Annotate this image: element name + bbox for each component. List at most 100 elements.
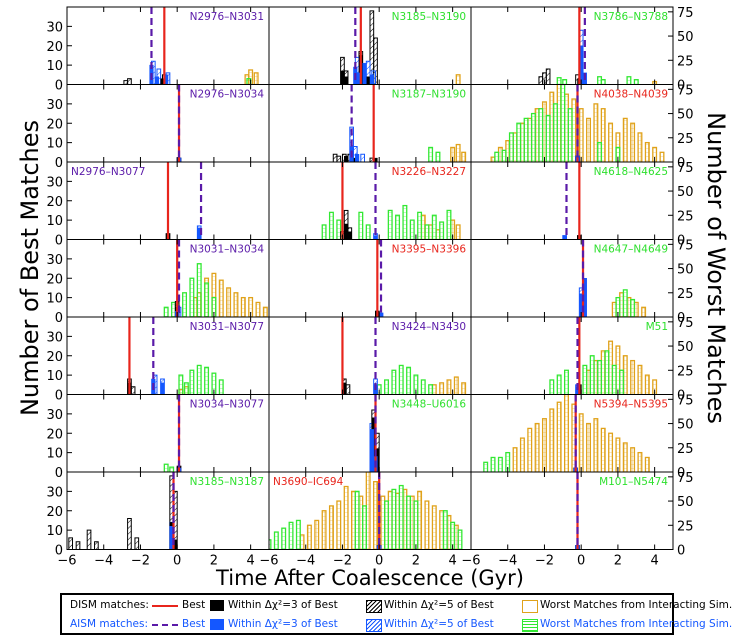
x-tick-label: 0 xyxy=(173,554,181,569)
y-tick-label-right: 25 xyxy=(677,54,694,69)
y-tick-label-left: 0 xyxy=(55,311,63,326)
dism-within3-bar xyxy=(366,76,371,85)
worst-dism-bar xyxy=(637,451,643,472)
panel-label: M101–N5474 xyxy=(599,476,668,488)
worst-dism-bar xyxy=(248,296,254,317)
worst-dism-bar xyxy=(455,224,461,240)
panel-label: N3424–N3430 xyxy=(392,321,466,333)
x-tick-label: −6 xyxy=(259,554,278,569)
worst-dism-bar xyxy=(593,103,599,162)
y-tick-label-right: 0 xyxy=(677,466,685,481)
worst-aism-bar xyxy=(626,76,632,85)
y-tick-label-left: 30 xyxy=(46,330,63,345)
worst-dism-bar xyxy=(622,117,628,162)
panel-plot-area xyxy=(176,84,182,162)
panel-11: N3395–N3396 xyxy=(268,239,472,318)
panel-label: N3185–N3187 xyxy=(190,476,264,488)
panel-label: N3226–N3227 xyxy=(392,166,466,178)
panel-plot-area xyxy=(483,394,650,472)
worst-aism-bar xyxy=(549,379,555,395)
x-axis-label: Time After Coalescence (Gyr) xyxy=(215,566,524,590)
worst-dism-bar xyxy=(527,427,533,472)
y-axis-label-left: Number of Best Matches xyxy=(16,120,44,416)
worst-aism-bar xyxy=(446,209,452,240)
y-tick-label-left: 0 xyxy=(55,466,63,481)
worst-dism-bar xyxy=(424,500,430,550)
worst-aism-bar xyxy=(619,369,625,395)
worst-aism-bar xyxy=(196,364,202,395)
y-tick-label-left: 30 xyxy=(46,485,63,500)
worst-dism-bar xyxy=(586,422,592,472)
worst-dism-bar xyxy=(461,382,467,395)
worst-aism-bar xyxy=(362,505,367,550)
y-tick-label-right: 25 xyxy=(677,519,694,534)
legend-dism-best-line xyxy=(152,605,178,607)
x-tick-label: 4 xyxy=(650,554,658,569)
x-tick-label: −4 xyxy=(498,554,517,569)
panel-plot-area xyxy=(538,7,658,85)
panel-label: N4618–N4625 xyxy=(594,166,668,178)
worst-aism-bar xyxy=(391,488,397,550)
x-tick-label: 0 xyxy=(375,554,383,569)
y-tick-label-right: 75 xyxy=(677,393,694,408)
worst-aism-bar xyxy=(483,461,489,472)
worst-dism-bar xyxy=(659,151,665,162)
panel-frame xyxy=(470,471,674,550)
y-tick-label-right: 0 xyxy=(677,234,685,249)
dism-within5-bar xyxy=(68,537,74,550)
y-tick-label-right: 25 xyxy=(677,209,694,224)
y-tick-label-right: 25 xyxy=(677,132,694,147)
panel-5: N3187–N3190 xyxy=(268,84,472,163)
worst-dism-bar xyxy=(373,481,378,550)
legend-aism-worst-swatch xyxy=(522,619,538,632)
legend-aism-best: Best xyxy=(182,618,206,630)
dism-within5-bar xyxy=(86,529,92,550)
legend-dism-within3-swatch xyxy=(210,600,224,611)
y-tick-label-left: 10 xyxy=(46,369,63,384)
panel-plot-area xyxy=(340,7,461,85)
worst-dism-bar xyxy=(644,141,650,162)
worst-aism-bar xyxy=(169,466,175,472)
y-tick-label-left: 30 xyxy=(46,98,63,113)
worst-dism-bar xyxy=(652,379,658,395)
panel-plot-area xyxy=(575,472,580,550)
y-tick-label-right: 50 xyxy=(677,30,694,45)
panel-label: N3031–N3034 xyxy=(190,244,265,256)
worst-dism-bar xyxy=(461,151,467,162)
dism-within5-bar xyxy=(332,153,338,162)
legend-dism-worst-swatch xyxy=(522,600,538,613)
panel-label: N2976–N3031 xyxy=(190,11,264,23)
worst-aism-bar xyxy=(450,521,456,550)
worst-dism-bar xyxy=(586,117,592,162)
legend-dism-label: DISM matches: xyxy=(70,599,149,611)
aism-within3-bar xyxy=(378,312,384,317)
panel-label: N5394–N5395 xyxy=(594,399,668,411)
y-tick-label-right: 25 xyxy=(677,364,694,379)
panel-plot-area xyxy=(165,162,203,240)
panel-label: N3187–N3190 xyxy=(392,89,466,101)
panel-7: N2976–N3077 0 10 20 30 xyxy=(46,161,270,249)
y-tick-label-left: 20 xyxy=(46,427,63,442)
panel-12: N4647–N4649 0 25 50 75 xyxy=(470,238,694,326)
legend: DISM matches: Best Within Δχ²=3 of Best … xyxy=(60,593,732,635)
dism-within5-bar xyxy=(75,541,81,550)
worst-aism-bar xyxy=(516,122,522,162)
x-tick-label: −4 xyxy=(94,554,113,569)
dism-within5-bar xyxy=(127,78,132,85)
dism-within3-bar xyxy=(344,223,349,240)
y-tick-label-right: 0 xyxy=(677,156,685,171)
worst-aism-bar xyxy=(494,151,500,162)
worst-dism-bar xyxy=(240,296,246,317)
worst-dism-bar xyxy=(519,437,525,472)
dism-within5-bar xyxy=(130,386,136,395)
worst-aism-bar xyxy=(589,355,595,395)
worst-aism-bar xyxy=(435,151,441,162)
y-tick-label-left: 10 xyxy=(46,214,63,229)
panel-13: N3031–N3077 0 10 20 30 xyxy=(46,316,270,404)
legend-aism-worst: Worst Matches from Interacting Sim. xyxy=(540,618,733,630)
panel-2: N3185–N3190 xyxy=(268,6,472,85)
worst-aism-bar xyxy=(424,224,430,240)
worst-dism-bar xyxy=(644,374,650,395)
panel-plot-area xyxy=(549,317,658,395)
panel-label: N3690–IC694 xyxy=(273,476,344,488)
